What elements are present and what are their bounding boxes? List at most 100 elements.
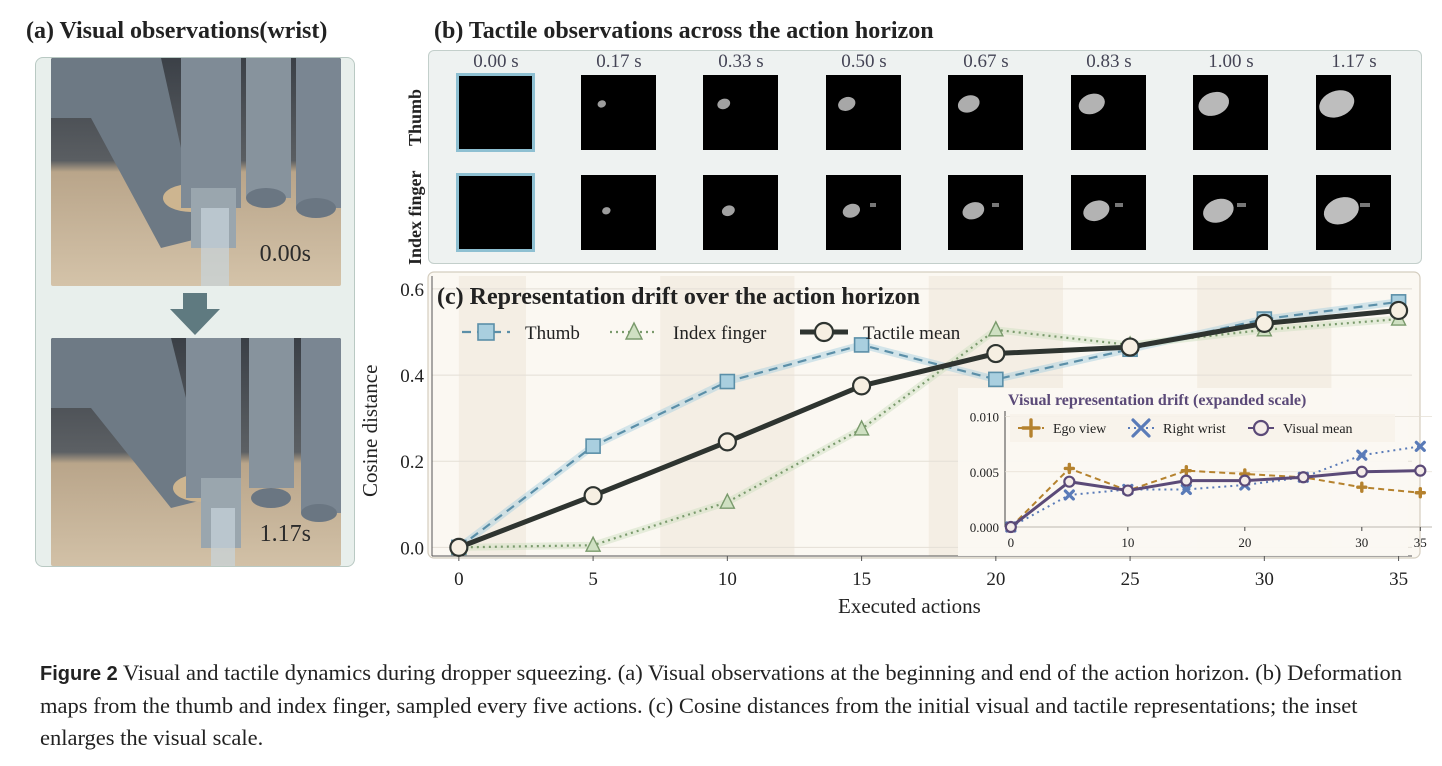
thumb-deformation-map xyxy=(948,75,1023,150)
inset-x-tick-label: 35 xyxy=(1414,535,1427,550)
thumb-line xyxy=(458,300,1399,549)
tactile-time-label: 0.17 s xyxy=(596,51,642,72)
index-finger-deformation-map xyxy=(948,175,1023,250)
thumb-point xyxy=(719,373,736,390)
x-tick-label: 20 xyxy=(986,569,1005,590)
right-wrist-point xyxy=(1063,489,1075,501)
ego-view-point xyxy=(1414,487,1426,499)
index-finger-deformation-map xyxy=(826,175,901,250)
visual-mean-point xyxy=(1414,464,1427,477)
index-finger-deformation-map xyxy=(456,173,535,252)
inset-x-tick-label: 20 xyxy=(1238,535,1251,550)
inset-y-tick-label: 0.000 xyxy=(970,520,999,535)
index-finger-line xyxy=(458,317,1399,549)
tactile-mean-point xyxy=(1254,313,1274,333)
index-finger-point xyxy=(584,535,602,552)
visual-mean-point xyxy=(1004,520,1017,534)
thumb-legend-marker xyxy=(477,323,495,341)
tactile-mean-legend-marker xyxy=(813,321,835,343)
thumb-deformation-map xyxy=(1071,75,1146,150)
visual-mean-legend-label: Visual mean xyxy=(1283,422,1353,437)
thumb-deformation-map xyxy=(703,75,778,150)
y-tick-label: 0.2 xyxy=(400,452,424,473)
tactile-mean-point xyxy=(583,486,603,506)
tactile-time-label: 0.50 s xyxy=(841,51,887,72)
visual-mean-point xyxy=(1063,475,1076,488)
panel-c-title: (c) Representation drift over the action… xyxy=(437,284,921,310)
tactile-mean-line xyxy=(457,307,1399,550)
ego-view-legend-marker xyxy=(1021,418,1041,438)
inset-legend-box xyxy=(1010,414,1395,442)
ego-view-point xyxy=(1356,481,1368,493)
index-finger-deformation-map xyxy=(1071,175,1146,250)
ego-view-point xyxy=(1180,464,1193,477)
thumb-point xyxy=(988,371,1004,388)
visual-mean-point xyxy=(1180,474,1193,487)
thumb-legend-label: Thumb xyxy=(525,323,580,344)
right-wrist-legend-marker xyxy=(1131,418,1151,438)
tactile-time-label: 1.00 s xyxy=(1208,51,1254,72)
x-tick-label: 0 xyxy=(454,569,464,590)
inset-title: Visual representation drift (expanded sc… xyxy=(1008,392,1306,409)
ego-view-line xyxy=(1010,467,1421,528)
thumb-point xyxy=(853,337,870,353)
wrist-photo-start-time: 0.00s xyxy=(259,241,311,267)
index-finger-deformation-map xyxy=(1316,175,1391,250)
inset-x-tick-label: 10 xyxy=(1121,535,1134,550)
inset-x-tick-label: 30 xyxy=(1355,535,1368,550)
index-finger-point xyxy=(987,320,1004,337)
x-tick-label: 5 xyxy=(588,569,598,590)
thumb-deformation-map xyxy=(1193,75,1268,150)
tactile-time-label: 1.17 s xyxy=(1331,51,1377,72)
inset-x-tick-label: 0 xyxy=(1008,535,1015,550)
tactile-time-label: 0.83 s xyxy=(1086,51,1132,72)
down-arrow-icon xyxy=(170,293,220,340)
index-finger-deformation-map xyxy=(703,175,778,250)
x-tick-label: 25 xyxy=(1121,569,1140,590)
tactile-mean-point xyxy=(851,376,872,396)
wrist-photo-end: 1.17s xyxy=(51,338,341,566)
x-tick-label: 15 xyxy=(852,569,871,590)
inset-y-tick-label: 0.005 xyxy=(970,465,999,480)
x-tick-label: 35 xyxy=(1389,569,1408,590)
wrist-photo-end-time: 1.17s xyxy=(259,521,311,547)
right-wrist-point xyxy=(1356,449,1368,461)
panel-a-title: (a) Visual observations(wrist) xyxy=(26,18,328,44)
drift-chart: 0.0 0.2 0.4 0.6 0 5 10 15 20 25 30 35 Thumb Index fin… xyxy=(400,271,1432,590)
visual-mean-point xyxy=(1238,474,1251,487)
index-finger-legend-marker xyxy=(624,321,644,340)
tactile-time-label: 0.33 s xyxy=(718,51,764,72)
tactile-mean-point xyxy=(986,343,1006,364)
index-finger-point xyxy=(853,419,870,436)
tactile-mean-legend-label: Tactile mean xyxy=(863,323,961,344)
index-finger-deformation-map xyxy=(581,175,656,250)
visual-mean-legend-marker xyxy=(1252,419,1270,437)
visual-mean-point xyxy=(1297,471,1310,484)
y-tick-label: 0.6 xyxy=(400,280,424,301)
index-finger-deformation-map xyxy=(1193,175,1268,250)
y-tick-label: 0.0 xyxy=(400,538,424,559)
ego-view-legend-label: Ego view xyxy=(1053,422,1107,437)
panel-a-frame: 0.00s 1.17s xyxy=(35,57,355,567)
x-tick-label: 30 xyxy=(1255,569,1274,590)
right-wrist-point xyxy=(1180,483,1192,496)
inset-y-tick-label: 0.010 xyxy=(970,410,999,425)
thumb-deformation-map xyxy=(456,73,535,152)
tactile-time-label: 0.67 s xyxy=(963,51,1009,72)
caption-text: Visual and tactile dynamics during dropp… xyxy=(40,660,1403,750)
figure-label: Figure 2 xyxy=(40,663,118,685)
y-tick-label: 0.4 xyxy=(400,366,424,387)
thumb-deformation-map xyxy=(1316,75,1391,150)
tactile-time-label: 0.00 s xyxy=(473,51,519,72)
visual-mean-point xyxy=(1121,484,1134,497)
index-finger-point xyxy=(719,492,736,509)
shaded-band xyxy=(660,276,795,556)
tactile-mean-point xyxy=(449,537,469,557)
right-wrist-legend-label: Right wrist xyxy=(1163,422,1226,437)
tactile-mean-point xyxy=(1120,337,1140,357)
ego-view-point xyxy=(1063,462,1076,475)
y-axis-label: Cosine distance xyxy=(358,364,382,497)
thumb-deformation-map xyxy=(581,75,656,150)
visual-mean-line xyxy=(1009,469,1421,529)
panel-b-title: (b) Tactile observations across the acti… xyxy=(434,18,934,44)
